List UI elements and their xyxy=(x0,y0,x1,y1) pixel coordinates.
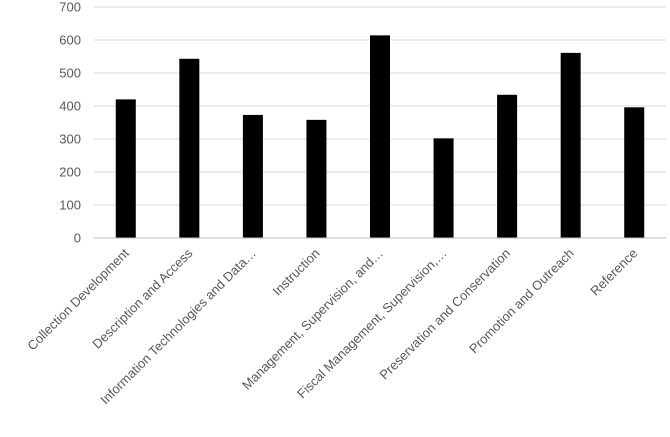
y-tick-label: 700 xyxy=(59,0,81,15)
bar xyxy=(497,94,518,238)
y-tick-label: 400 xyxy=(59,99,81,114)
y-tick-label: 600 xyxy=(59,33,81,48)
bar xyxy=(433,138,454,238)
x-tick-label: Reference xyxy=(587,246,640,299)
y-tick-label: 200 xyxy=(59,165,81,180)
bar xyxy=(179,58,200,239)
y-tick-label: 500 xyxy=(59,66,81,81)
y-tick-label: 100 xyxy=(59,198,81,213)
y-axis-tick-labels: 0 100 200 300 400 500 600 700 xyxy=(59,0,81,246)
x-tick-label: Promotion and Outreach xyxy=(466,246,577,357)
bar xyxy=(242,114,263,238)
x-tick-label: Preservation and Conservation xyxy=(376,246,513,383)
x-tick-label: Instruction xyxy=(270,246,323,299)
x-tick-label: Collection Development xyxy=(24,245,132,353)
y-tick-label: 300 xyxy=(59,132,81,147)
x-tick-label: Management, Supervision, and… xyxy=(239,246,386,393)
bar xyxy=(624,107,645,238)
y-tick-label: 0 xyxy=(74,231,81,246)
bar xyxy=(306,119,327,238)
bar xyxy=(560,52,581,239)
bar xyxy=(115,99,136,239)
bars xyxy=(115,35,645,239)
bar xyxy=(370,35,390,238)
